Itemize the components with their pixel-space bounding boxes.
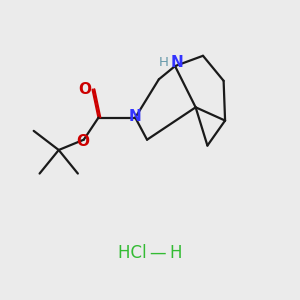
Text: N: N [170,55,183,70]
Text: H: H [159,56,169,69]
Text: O: O [78,82,91,97]
Text: O: O [76,134,89,149]
Text: N: N [129,109,142,124]
Text: HCl — H: HCl — H [118,244,182,262]
